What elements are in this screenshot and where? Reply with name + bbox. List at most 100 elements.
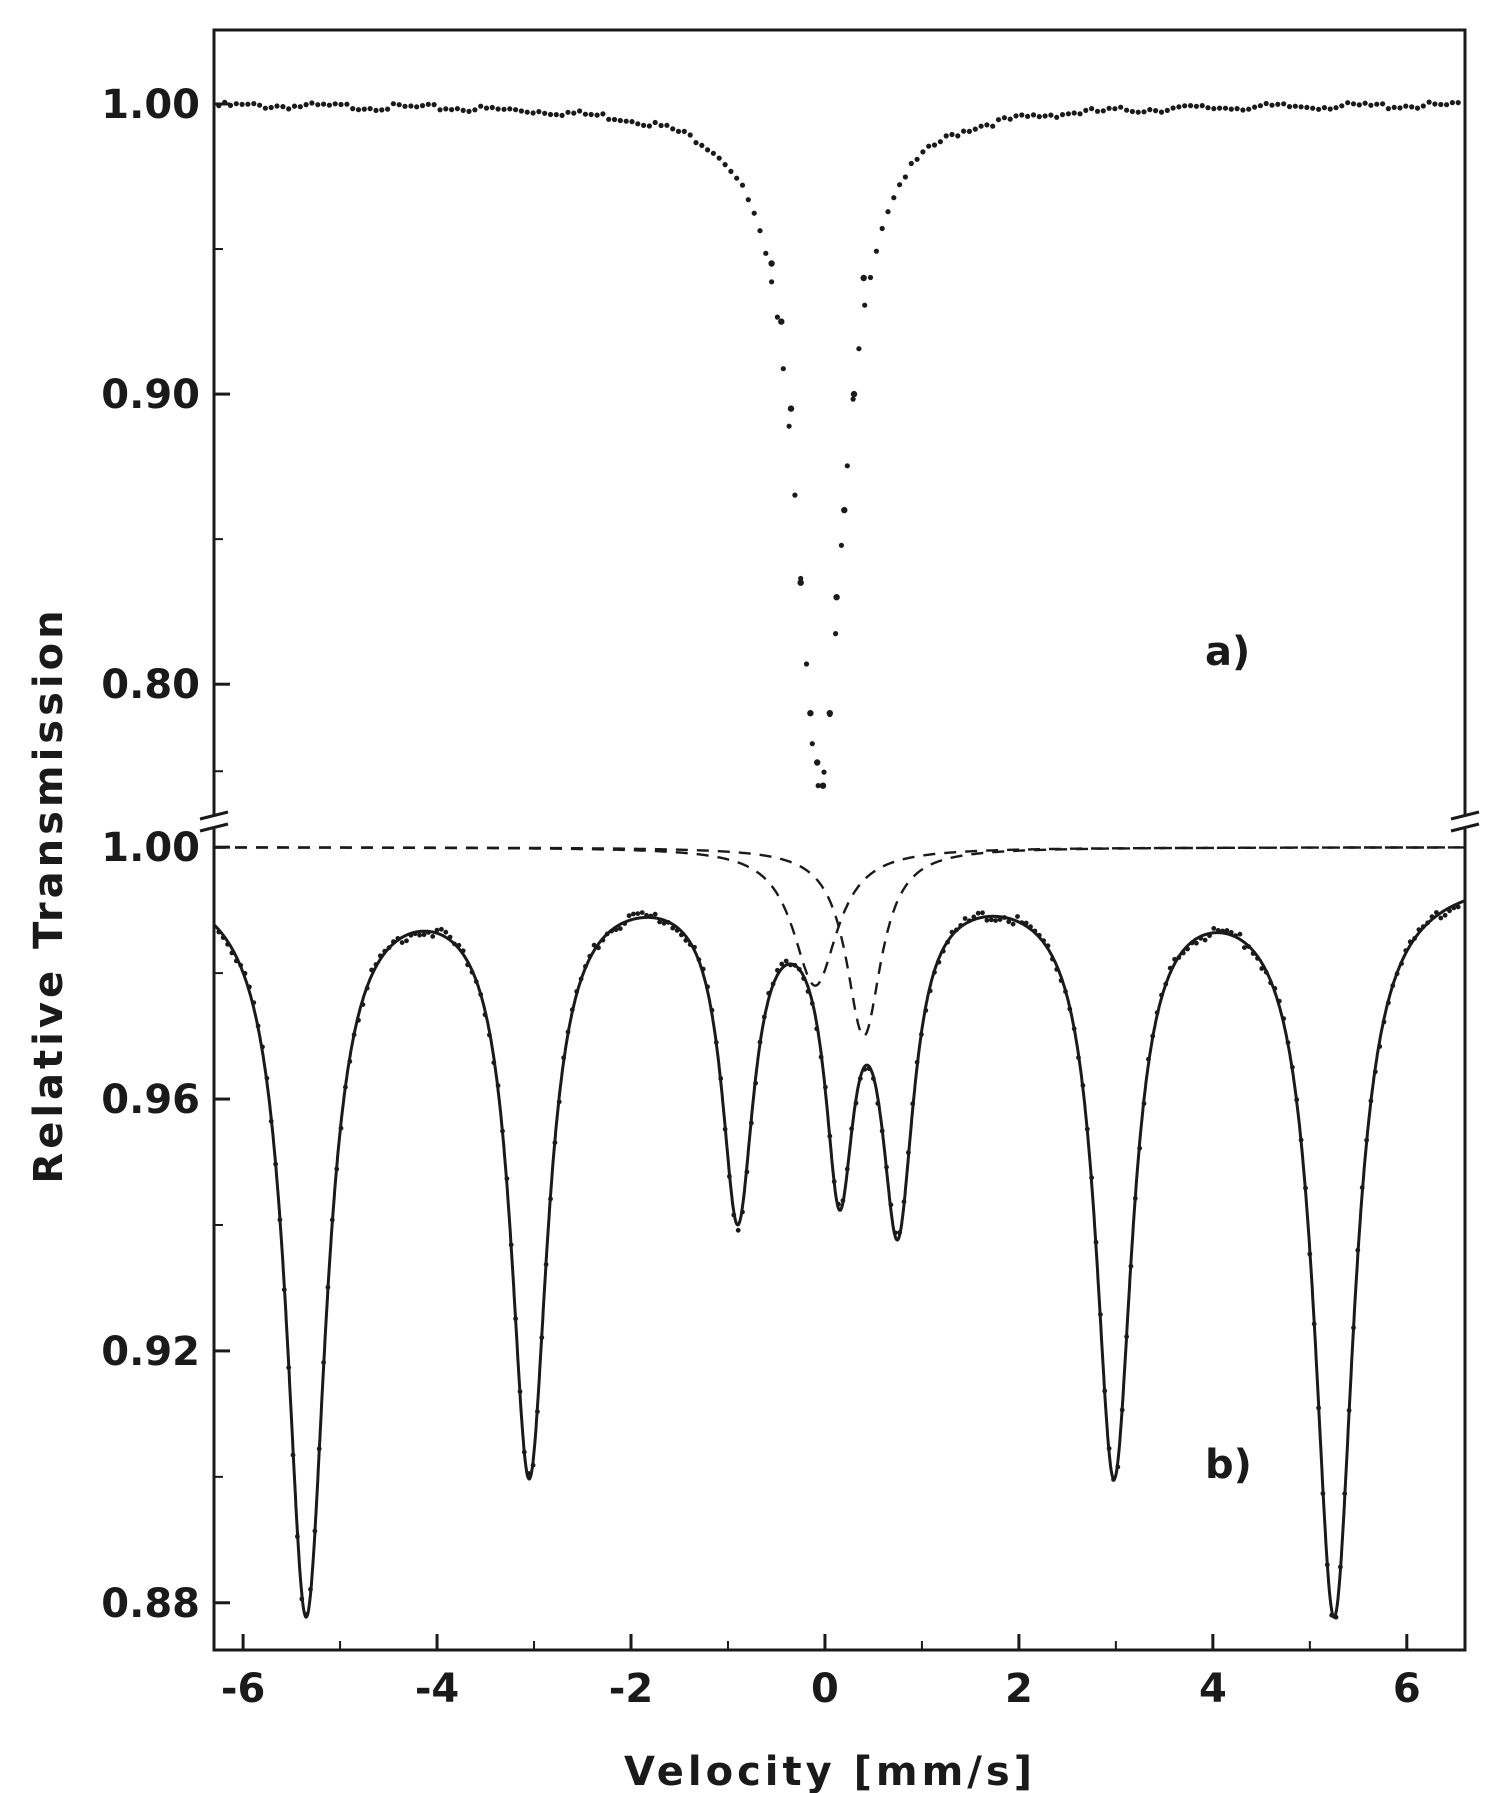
data-point bbox=[699, 142, 705, 148]
data-point bbox=[465, 962, 470, 968]
data-point bbox=[635, 911, 641, 916]
data-point bbox=[1269, 102, 1275, 108]
data-point bbox=[716, 155, 722, 161]
data-point bbox=[1355, 1247, 1361, 1253]
data-point bbox=[766, 990, 772, 996]
data-point bbox=[780, 366, 786, 372]
data-point bbox=[443, 929, 449, 935]
data-point bbox=[658, 122, 664, 129]
data-point bbox=[1006, 919, 1012, 925]
data-point bbox=[312, 1528, 318, 1534]
data-point bbox=[315, 102, 321, 108]
data-point bbox=[1268, 980, 1273, 986]
data-point bbox=[1182, 103, 1188, 109]
data-point bbox=[350, 106, 356, 112]
data-point bbox=[901, 1199, 907, 1205]
data-point bbox=[1089, 106, 1095, 112]
data-point bbox=[639, 910, 645, 915]
data-point bbox=[1083, 107, 1089, 113]
data-point bbox=[1455, 904, 1461, 910]
data-point bbox=[661, 920, 667, 926]
data-point bbox=[1426, 99, 1432, 105]
data-point bbox=[425, 930, 431, 935]
y-tick-label: 0.80 bbox=[101, 662, 200, 708]
data-point bbox=[1170, 105, 1176, 111]
data-point bbox=[1048, 112, 1054, 118]
data-point bbox=[489, 104, 495, 111]
plot-border bbox=[212, 28, 1467, 1652]
x-axis: -6 -4 -2 0 2 4 6 bbox=[221, 1634, 1421, 1712]
data-point bbox=[1263, 100, 1269, 107]
data-point bbox=[1391, 104, 1397, 110]
data-point bbox=[280, 104, 286, 110]
data-point bbox=[1228, 930, 1234, 935]
data-point bbox=[786, 423, 792, 429]
data-point bbox=[233, 101, 239, 107]
data-point bbox=[675, 128, 682, 134]
data-point bbox=[268, 1118, 274, 1124]
data-point bbox=[1071, 110, 1077, 116]
data-point bbox=[850, 390, 858, 398]
data-point bbox=[1023, 920, 1029, 926]
data-point bbox=[1310, 105, 1316, 111]
data-point bbox=[768, 260, 775, 267]
x-tick-label: 6 bbox=[1393, 1666, 1421, 1712]
data-point bbox=[1407, 939, 1413, 945]
data-point bbox=[251, 101, 257, 107]
data-point bbox=[769, 279, 775, 285]
data-point bbox=[1041, 938, 1046, 944]
data-point bbox=[373, 962, 379, 967]
data-point bbox=[1351, 1325, 1356, 1331]
data-point bbox=[932, 969, 937, 975]
data-point bbox=[1342, 1491, 1348, 1496]
data-point bbox=[1447, 908, 1452, 914]
data-point bbox=[940, 948, 946, 954]
data-point bbox=[1356, 102, 1362, 108]
data-point bbox=[1147, 107, 1153, 113]
x-tick-label: -4 bbox=[415, 1666, 459, 1712]
data-point bbox=[709, 1007, 715, 1013]
data-point bbox=[1304, 104, 1310, 110]
data-point bbox=[478, 992, 484, 997]
data-point bbox=[404, 938, 409, 944]
data-point bbox=[1106, 1446, 1112, 1451]
y-tick-label: 1.00 bbox=[101, 82, 200, 128]
data-point bbox=[961, 128, 967, 134]
data-point bbox=[713, 1040, 719, 1045]
data-point bbox=[431, 102, 437, 108]
data-point bbox=[460, 948, 466, 954]
data-point bbox=[792, 962, 798, 968]
data-point bbox=[980, 910, 985, 916]
data-point bbox=[1063, 989, 1068, 994]
data-point bbox=[425, 101, 431, 107]
data-point bbox=[526, 1471, 532, 1476]
data-point bbox=[993, 918, 998, 923]
data-point bbox=[693, 140, 699, 146]
data-point bbox=[1129, 108, 1135, 115]
data-point bbox=[216, 929, 222, 935]
data-point bbox=[722, 1126, 728, 1132]
data-point bbox=[1420, 103, 1426, 109]
data-point bbox=[1176, 104, 1182, 110]
data-point bbox=[524, 109, 530, 115]
data-point bbox=[1316, 106, 1322, 112]
data-point bbox=[1019, 920, 1025, 925]
data-point bbox=[972, 126, 978, 132]
data-point bbox=[548, 1196, 553, 1202]
data-point bbox=[814, 759, 821, 766]
data-point bbox=[809, 741, 815, 747]
data-point bbox=[373, 107, 379, 113]
data-point bbox=[1399, 961, 1404, 966]
data-point bbox=[722, 162, 728, 168]
data-point bbox=[565, 1029, 571, 1035]
data-point bbox=[1119, 1407, 1125, 1413]
data-point bbox=[826, 710, 833, 717]
data-point bbox=[796, 966, 802, 972]
data-point bbox=[1153, 108, 1159, 114]
data-point bbox=[578, 976, 584, 982]
data-point bbox=[309, 100, 315, 106]
data-point bbox=[1451, 905, 1457, 911]
data-point bbox=[902, 174, 909, 180]
data-point bbox=[1434, 910, 1439, 915]
data-point bbox=[705, 984, 710, 990]
